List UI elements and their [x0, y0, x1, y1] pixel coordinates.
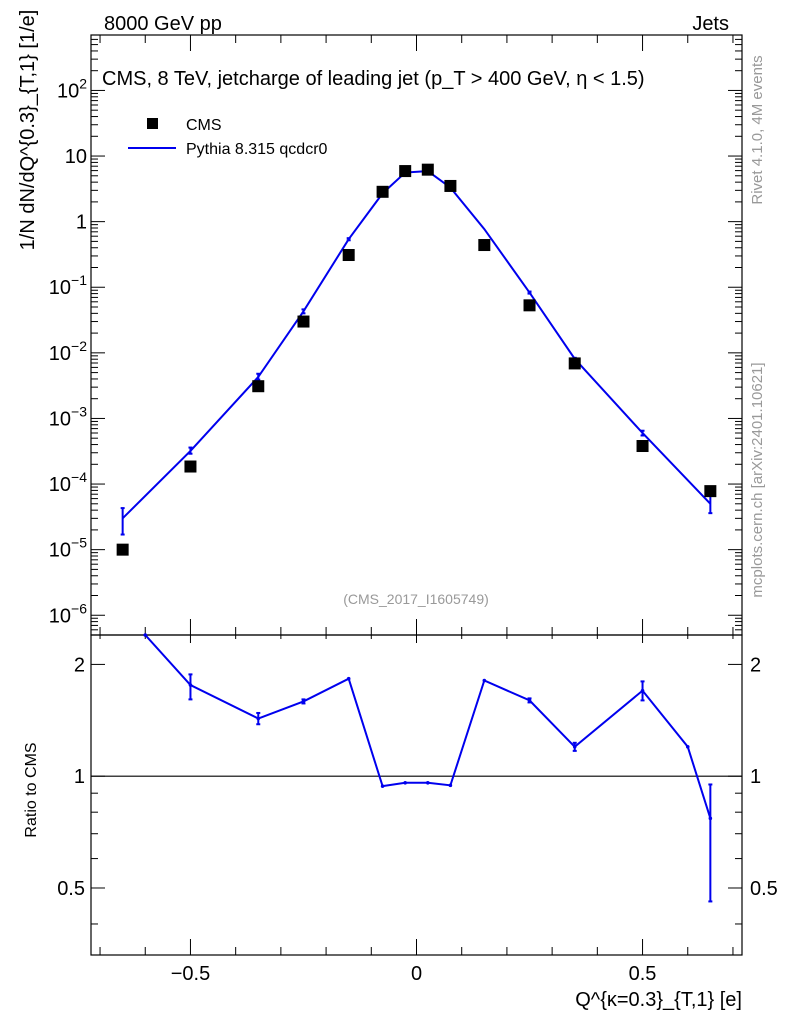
main-y-tick-label: 10−5 — [49, 535, 87, 562]
chart-title: CMS, 8 TeV, jetcharge of leading jet (p_… — [102, 68, 645, 90]
header-right: Jets — [692, 13, 729, 35]
ratio-y-tick-label: 2 — [74, 654, 85, 676]
main-y-tick-label: 10−1 — [49, 272, 87, 299]
cms-data-point — [444, 179, 457, 192]
x-tick-label: −0.5 — [171, 963, 210, 985]
x-tick-label: 0.5 — [629, 963, 657, 985]
legend-label-cms: CMS — [186, 117, 222, 134]
cms-data-point — [184, 460, 197, 473]
cms-data-point — [116, 543, 129, 556]
cms-data-point — [252, 380, 265, 393]
main-y-tick-label: 10−4 — [49, 469, 87, 496]
mcplots-label: mcplots.cern.ch [arXiv:2401.10621] — [749, 362, 766, 597]
header-left: 8000 GeV pp — [104, 13, 222, 35]
main-y-tick-label: 10−2 — [49, 338, 87, 365]
main-y-tick-label: 10−3 — [49, 403, 87, 430]
legend-marker-cms — [147, 118, 158, 129]
cms-data-point — [568, 357, 581, 370]
cms-data-point — [399, 165, 412, 178]
analysis-tag: (CMS_2017_I1605749) — [343, 591, 489, 607]
main-y-tick-labels: 10−6 10−5 10−4 10−3 10−2 10−1 1 10 102 — [49, 75, 87, 627]
legend-label-pythia: Pythia 8.315 qcdcr0 — [186, 141, 328, 158]
ratio-line — [144, 634, 712, 819]
x-ticks: −0.5 0 0.5 — [99, 35, 734, 985]
ratio-y-ticks: 0.5 0.5 1 1 2 2 — [57, 654, 778, 925]
y-axis-label: 1/N dN/dQ^{0.3}_{T,1} [1/e] — [17, 10, 39, 251]
ratio-y-tick-label-right: 1 — [750, 766, 761, 788]
cms-markers — [116, 163, 717, 556]
cms-data-point — [478, 239, 491, 252]
cms-data-point — [636, 440, 649, 453]
cms-data-point — [421, 163, 434, 176]
x-axis-label: Q^{κ=0.3}_{T,1} [e] — [575, 989, 742, 1011]
cms-data-point — [342, 249, 355, 262]
pythia-error-bars — [120, 237, 713, 536]
main-y-ticks — [91, 34, 742, 636]
ratio-y-tick-label-right: 0.5 — [750, 878, 778, 900]
cms-data-point — [376, 185, 389, 198]
cms-data-point — [297, 315, 310, 328]
cms-data-point — [704, 485, 717, 498]
main-y-tick-label: 10−6 — [49, 600, 87, 627]
chart-title-text: CMS, 8 TeV, jetcharge of leading jet (p_… — [102, 68, 645, 90]
pythia-line — [121, 170, 712, 520]
main-y-tick-label: 10 — [65, 146, 87, 168]
main-y-tick-label: 1 — [76, 212, 87, 234]
cms-data-point — [523, 299, 536, 312]
ratio-y-axis-label: Ratio to CMS — [23, 742, 40, 837]
main-y-tick-label: 102 — [57, 75, 87, 102]
ratio-y-tick-label: 1 — [74, 766, 85, 788]
x-tick-label: 0 — [411, 963, 422, 985]
ratio-y-tick-label: 0.5 — [57, 878, 85, 900]
rivet-label: Rivet 4.1.0, 4M events — [749, 55, 766, 204]
ratio-error-bars — [143, 633, 713, 903]
ratio-y-tick-label-right: 2 — [750, 654, 761, 676]
